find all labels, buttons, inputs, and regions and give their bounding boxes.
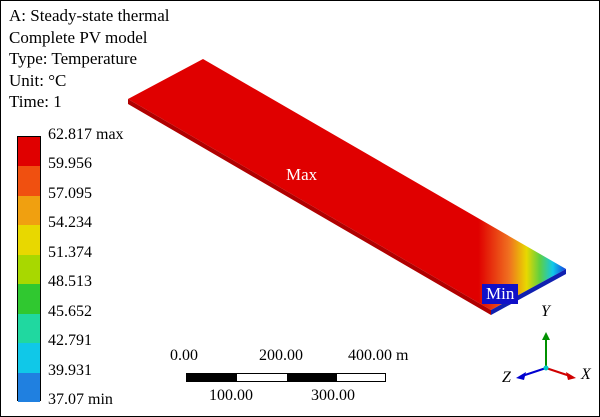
legend-color-band — [18, 225, 40, 256]
model-name: Complete PV model — [9, 27, 148, 47]
triad-x-axis — [545, 367, 571, 377]
scale-bottom-label-0: 100.00 — [209, 387, 253, 404]
pv-panel-side-face — [128, 99, 491, 315]
legend-color-band — [18, 372, 40, 403]
legend-color-band — [18, 166, 40, 197]
scale-bar-black-segment — [287, 374, 337, 381]
legend-tick-label: 62.817 max — [48, 126, 124, 143]
triad-z-label: Z — [502, 369, 511, 386]
legend-color-band — [18, 137, 40, 167]
legend-color-band — [18, 284, 40, 315]
triad-x-label: X — [581, 366, 591, 383]
scale-bar — [186, 373, 386, 382]
legend-color-band — [18, 254, 40, 285]
legend-tick-label: 37.07 min — [48, 391, 113, 408]
max-probe-label[interactable]: Max — [282, 165, 322, 185]
scale-top-label-2: 400.00 m — [348, 347, 409, 364]
temperature-legend[interactable] — [17, 136, 41, 403]
scale-bottom-label-1: 300.00 — [311, 387, 355, 404]
triad-y-label: Y — [541, 303, 550, 320]
scale-top-label-0: 0.00 — [170, 347, 198, 364]
legend-color-band — [18, 195, 40, 226]
legend-tick-label: 59.956 — [48, 155, 92, 173]
result-time: Time: 1 — [9, 92, 62, 111]
legend-tick-label: 48.513 — [48, 273, 92, 291]
min-probe-label[interactable]: Min — [482, 284, 519, 304]
triad-z-axis — [521, 367, 547, 377]
scale-top-label-1: 200.00 — [259, 347, 303, 364]
legend-color-band — [18, 343, 40, 374]
triad-z-arrow-icon — [516, 372, 526, 380]
legend-tick-label: 45.652 — [48, 302, 92, 320]
legend-tick-label: 57.095 — [48, 184, 92, 202]
scale-bar-black-segment — [187, 374, 237, 381]
triad-origin-icon — [543, 365, 549, 371]
triad-x-arrow-icon — [566, 372, 576, 380]
analysis-info: A: Steady-state thermal Complete PV mode… — [9, 5, 170, 113]
result-unit: Unit: °C — [9, 70, 67, 90]
pv-panel-top-face[interactable] — [128, 59, 566, 310]
legend-tick-label: 51.374 — [48, 243, 92, 261]
analysis-title: A: Steady-state thermal — [9, 6, 170, 25]
triad-y-arrow-icon — [542, 332, 550, 340]
legend-color-band — [18, 313, 40, 344]
legend-tick-label: 39.931 — [48, 361, 92, 379]
legend-tick-label: 54.234 — [48, 214, 92, 232]
legend-tick-label: 42.791 — [48, 332, 92, 350]
result-type: Type: Temperature — [9, 49, 138, 68]
